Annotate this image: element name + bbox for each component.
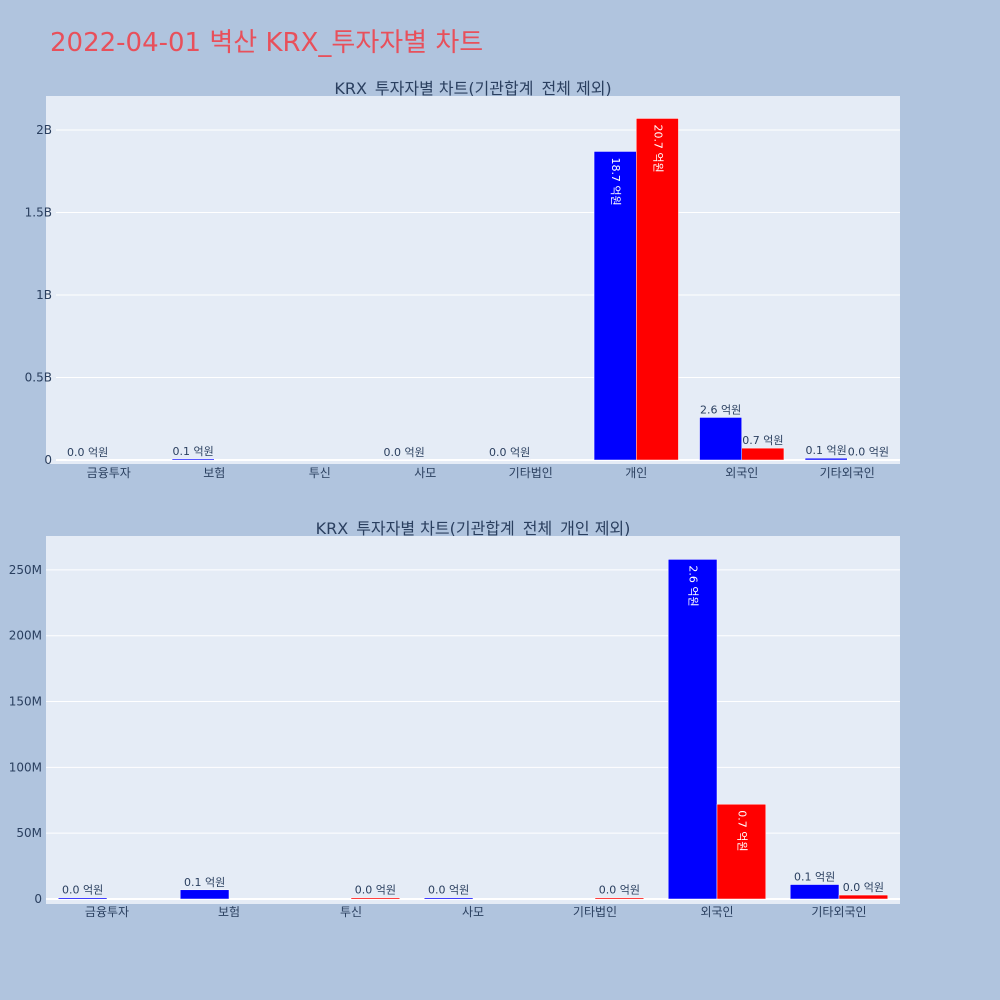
- x-axis-ticks: 금융투자 보험 투신 사모 기타법인 개인 외국인 기타외국인: [87, 466, 875, 480]
- bar: [667, 559, 718, 900]
- y-tick-label: 1B: [36, 288, 52, 302]
- x-tick-label: 사모: [462, 905, 484, 919]
- data-label: 0.1 억원: [794, 871, 835, 884]
- data-label: 18.7 억원: [609, 157, 622, 205]
- y-axis-ticks: 0 0.5B 1B 1.5B 2B: [25, 123, 52, 467]
- x-tick-label: 금융투자: [87, 466, 131, 480]
- bar: [593, 151, 637, 461]
- y-tick-label: 150M: [9, 695, 42, 709]
- bar: [789, 884, 840, 900]
- y-tick-label: 2B: [36, 123, 52, 137]
- chart-all-investors: KRX_투자자별 차트(기관합계_전체 제외) 0.0 억원 0.1 억원 0.0 …: [25, 79, 900, 480]
- y-axis-ticks: 0 50M 100M 150M 200M 250M: [9, 563, 42, 906]
- bar: [838, 894, 889, 900]
- x-tick-label: 투신: [309, 466, 331, 480]
- x-tick-label: 외국인: [725, 466, 758, 480]
- chart-title: KRX_투자자별 차트(기관합계_전체 제외): [334, 79, 611, 99]
- data-label: 2.6 억원: [687, 565, 700, 606]
- bar: [636, 118, 679, 461]
- page-title: 2022-04-01 벽산 KRX_투자자별 차트: [50, 28, 484, 58]
- data-label: 2.6 억원: [700, 403, 741, 416]
- bar: [179, 889, 230, 900]
- y-tick-label: 1.5B: [25, 206, 52, 220]
- chart-title: KRX_투자자별 차트(기관합계_전체_개인 제외): [316, 519, 631, 539]
- bar: [594, 897, 645, 900]
- bar: [699, 417, 742, 461]
- x-tick-label: 외국인: [700, 905, 733, 919]
- data-label: 0.0 억원: [355, 884, 396, 897]
- y-tick-label: 100M: [9, 760, 42, 774]
- x-tick-label: 사모: [414, 466, 436, 480]
- bars: [57, 559, 889, 900]
- data-label: 0.0 억원: [489, 446, 530, 459]
- data-label: 0.0 억원: [62, 884, 103, 897]
- x-tick-label: 금융투자: [85, 905, 129, 919]
- x-tick-label: 개인: [625, 466, 647, 480]
- y-tick-label: 0: [34, 892, 42, 906]
- data-label: 0.1 억원: [806, 444, 847, 457]
- x-tick-label: 보험: [203, 466, 225, 480]
- data-labels: 0.0 억원 0.1 억원 0.0 억원 0.0 억원 0.0 억원 2.6 억원 0.7 …: [62, 565, 884, 896]
- x-tick-label: 보험: [218, 905, 240, 919]
- data-label: 0.7 억원: [735, 810, 748, 851]
- y-tick-label: 50M: [16, 826, 42, 840]
- x-axis-ticks: 금융투자 보험 투신 사모 기타법인 외국인 기타외국인: [85, 905, 867, 919]
- plot-area: [46, 96, 900, 464]
- data-label: 0.1 억원: [184, 876, 225, 889]
- bar: [171, 458, 215, 461]
- x-tick-label: 기타외국인: [820, 466, 875, 480]
- x-tick-label: 기타외국인: [811, 905, 866, 919]
- data-label: 0.0 억원: [848, 446, 889, 459]
- data-label: 0.0 억원: [384, 446, 425, 459]
- data-label: 0.7 억원: [742, 434, 783, 447]
- data-label: 0.0 억원: [843, 881, 884, 894]
- y-tick-label: 200M: [9, 629, 42, 643]
- data-label: 20.7 억원: [651, 124, 664, 172]
- data-label: 0.1 억원: [173, 445, 214, 458]
- bar: [741, 447, 785, 461]
- bar: [350, 897, 401, 900]
- bar: [716, 803, 767, 900]
- x-tick-label: 기타법인: [573, 905, 617, 919]
- bars: [66, 118, 890, 461]
- bar: [57, 897, 108, 900]
- y-tick-label: 250M: [9, 563, 42, 577]
- plot-area: [46, 536, 900, 904]
- data-label: 0.0 억원: [428, 884, 469, 897]
- y-tick-label: 0.5B: [25, 371, 52, 385]
- bar: [804, 457, 848, 461]
- bar: [423, 897, 474, 900]
- x-tick-label: 기타법인: [509, 466, 553, 480]
- y-tick-label: 0: [44, 453, 52, 467]
- chart-excluding-individuals: KRX_투자자별 차트(기관합계_전체_개인 제외) 0.0 억원0.1 억원0…: [9, 519, 900, 919]
- x-tick-label: 투신: [340, 905, 362, 919]
- data-label: 0.0 억원: [599, 884, 640, 897]
- data-label: 0.0 억원: [67, 446, 108, 459]
